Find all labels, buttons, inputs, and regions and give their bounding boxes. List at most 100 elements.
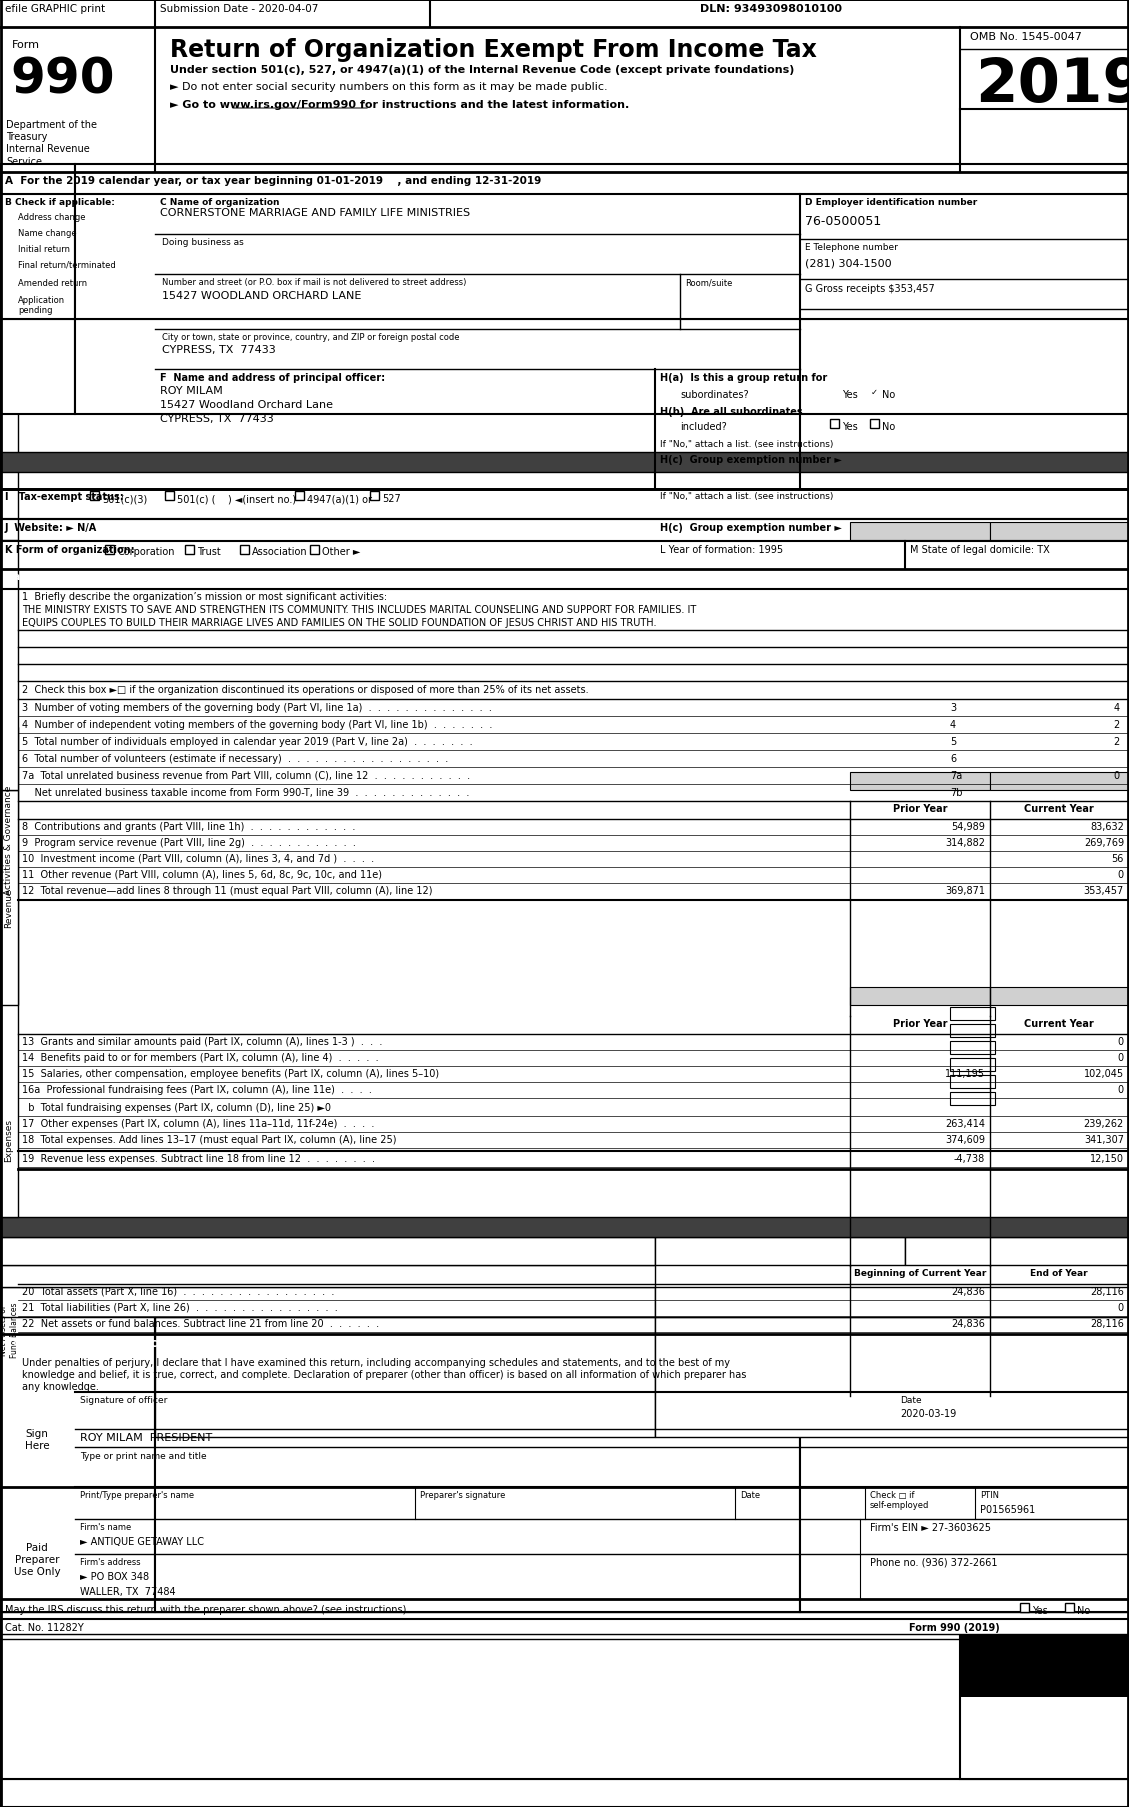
Text: Submission Date - 2020-04-07: Submission Date - 2020-04-07 [160, 4, 318, 14]
Text: Form 990 (2019): Form 990 (2019) [909, 1623, 1000, 1632]
Text: Doing business as: Doing business as [161, 239, 244, 248]
Bar [105, 546, 114, 555]
Text: Yes: Yes [842, 390, 858, 399]
Text: H(c)  Group exemption number ►: H(c) Group exemption number ► [660, 522, 842, 533]
Text: 2019: 2019 [975, 56, 1129, 116]
Text: 54,989: 54,989 [951, 822, 984, 831]
Bar [949, 1025, 995, 1037]
Bar [0, 1265, 655, 1287]
Text: Net unrelated business taxable income from Form 990-T, line 39  .  .  .  .  .  .: Net unrelated business taxable income fr… [21, 788, 470, 797]
Text: Current Year: Current Year [1024, 1019, 1094, 1028]
Bar [7, 228, 15, 237]
Bar [850, 987, 990, 1005]
Bar [870, 389, 879, 398]
Text: 2: 2 [1113, 737, 1120, 746]
Text: 83,632: 83,632 [1091, 822, 1124, 831]
Text: End of Year: End of Year [1030, 1269, 1088, 1278]
Bar [75, 164, 1129, 320]
Bar [990, 987, 1129, 1005]
Text: Firm's name: Firm's name [80, 1521, 131, 1531]
Text: 22  Net assets or fund balances. Subtract line 21 from line 20  .  .  .  .  .  .: 22 Net assets or fund balances. Subtract… [21, 1319, 379, 1328]
Bar [1019, 1603, 1029, 1612]
Bar [165, 492, 174, 501]
Text: 15427 WOODLAND ORCHARD LANE: 15427 WOODLAND ORCHARD LANE [161, 291, 361, 300]
Text: Activities & Governance: Activities & Governance [5, 784, 14, 894]
Bar [155, 1317, 655, 1437]
Text: CYPRESS, TX  77433: CYPRESS, TX 77433 [160, 414, 273, 425]
Text: 2: 2 [1113, 719, 1120, 730]
Text: 2  Check this box ►□ if the organization discontinued its operations or disposed: 2 Check this box ►□ if the organization … [21, 685, 588, 694]
Text: Revenue: Revenue [5, 887, 14, 927]
Bar [960, 1634, 1129, 1780]
Text: efile GRAPHIC print: efile GRAPHIC print [5, 4, 105, 14]
Text: Date: Date [900, 1395, 921, 1404]
Text: F  Name and address of principal officer:: F Name and address of principal officer: [160, 372, 385, 383]
Text: 16a  Professional fundraising fees (Part IX, column (A), line 11e)  .  .  .  .: 16a Professional fundraising fees (Part … [21, 1084, 371, 1095]
Text: Name change: Name change [18, 229, 77, 239]
Text: 24,836: 24,836 [951, 1287, 984, 1296]
Text: 353,457: 353,457 [1084, 885, 1124, 896]
Text: 15427 Woodland Orchard Lane: 15427 Woodland Orchard Lane [160, 399, 333, 410]
Text: ROY MILAM: ROY MILAM [160, 385, 222, 396]
Text: 374,609: 374,609 [945, 1135, 984, 1144]
Bar [850, 522, 990, 540]
Text: If "No," attach a list. (see instructions): If "No," attach a list. (see instruction… [660, 439, 833, 448]
Bar [949, 1008, 995, 1021]
Text: May the IRS discuss this return with the preparer shown above? (see instructions: May the IRS discuss this return with the… [5, 1605, 693, 1614]
Text: 76-0500051: 76-0500051 [805, 215, 882, 228]
Text: DLN: 93493098010100: DLN: 93493098010100 [700, 4, 842, 14]
Text: Phone no. (936) 372-2661: Phone no. (936) 372-2661 [870, 1558, 998, 1567]
Text: 6: 6 [949, 754, 956, 764]
Bar [870, 419, 879, 428]
Bar [0, 1612, 1129, 1634]
Text: Amended return: Amended return [18, 278, 87, 287]
Text: 9  Program service revenue (Part VIII, line 2g)  .  .  .  .  .  .  .  .  .  .  .: 9 Program service revenue (Part VIII, li… [21, 837, 356, 847]
Bar [0, 454, 1129, 473]
Text: Trust: Trust [196, 548, 221, 557]
Bar [7, 244, 15, 251]
Bar [949, 1041, 995, 1055]
Text: 3  Number of voting members of the governing body (Part VI, line 1a)  .  .  .  .: 3 Number of voting members of the govern… [21, 703, 492, 712]
Text: ✓: ✓ [106, 546, 113, 555]
Text: Part I: Part I [5, 571, 40, 582]
Bar [830, 389, 839, 398]
Bar [960, 1634, 1129, 1697]
Text: subordinates?: subordinates? [680, 390, 749, 399]
Bar [830, 419, 839, 428]
Text: Under section 501(c), 527, or 4947(a)(1) of the Internal Revenue Code (except pr: Under section 501(c), 527, or 4947(a)(1)… [170, 65, 795, 74]
Text: If "No," attach a list. (see instructions): If "No," attach a list. (see instruction… [660, 492, 833, 501]
Text: 18  Total expenses. Add lines 13–17 (must equal Part IX, column (A), line 25): 18 Total expenses. Add lines 13–17 (must… [21, 1135, 396, 1144]
Text: Paid
Preparer
Use Only: Paid Preparer Use Only [14, 1543, 60, 1576]
Text: 1  Briefly describe the organization’s mission or most significant activities:: 1 Briefly describe the organization’s mi… [21, 591, 387, 602]
Text: 11  Other revenue (Part VIII, column (A), lines 5, 6d, 8c, 9c, 10c, and 11e): 11 Other revenue (Part VIII, column (A),… [21, 869, 382, 880]
Text: P01565961: P01565961 [980, 1503, 1035, 1514]
Text: 269,769: 269,769 [1084, 837, 1124, 847]
Bar [800, 1317, 1129, 1612]
Bar [949, 1059, 995, 1072]
Text: 369,871: 369,871 [945, 885, 984, 896]
Text: Other ►: Other ► [322, 548, 360, 557]
Text: 4: 4 [949, 719, 956, 730]
Bar [990, 773, 1129, 791]
Text: Beginning of Current Year: Beginning of Current Year [854, 1269, 987, 1278]
Bar [655, 1317, 1129, 1437]
Text: 111,195: 111,195 [945, 1068, 984, 1079]
Text: L Year of formation: 1995: L Year of formation: 1995 [660, 544, 784, 555]
Bar [850, 773, 990, 791]
Text: 239,262: 239,262 [1084, 1119, 1124, 1128]
Text: Return of Organization Exempt From Income Tax: Return of Organization Exempt From Incom… [170, 38, 817, 61]
Text: ✓: ✓ [91, 492, 98, 501]
Text: Department of the: Department of the [6, 119, 97, 130]
Text: Final return/terminated: Final return/terminated [18, 260, 116, 269]
Text: 28,116: 28,116 [1091, 1287, 1124, 1296]
Text: 314,882: 314,882 [945, 837, 984, 847]
Bar [185, 546, 194, 555]
Text: 0: 0 [1118, 1052, 1124, 1063]
Text: Firm's address: Firm's address [80, 1558, 141, 1567]
Bar [0, 410, 18, 540]
Text: 5: 5 [949, 737, 956, 746]
Bar [310, 546, 320, 555]
Text: 19  Revenue less expenses. Subtract line 18 from line 12  .  .  .  .  .  .  .  .: 19 Revenue less expenses. Subtract line … [21, 1153, 375, 1164]
Text: 5  Total number of individuals employed in calendar year 2019 (Part V, line 2a) : 5 Total number of individuals employed i… [21, 737, 473, 746]
Text: Cat. No. 11282Y: Cat. No. 11282Y [5, 1623, 84, 1632]
